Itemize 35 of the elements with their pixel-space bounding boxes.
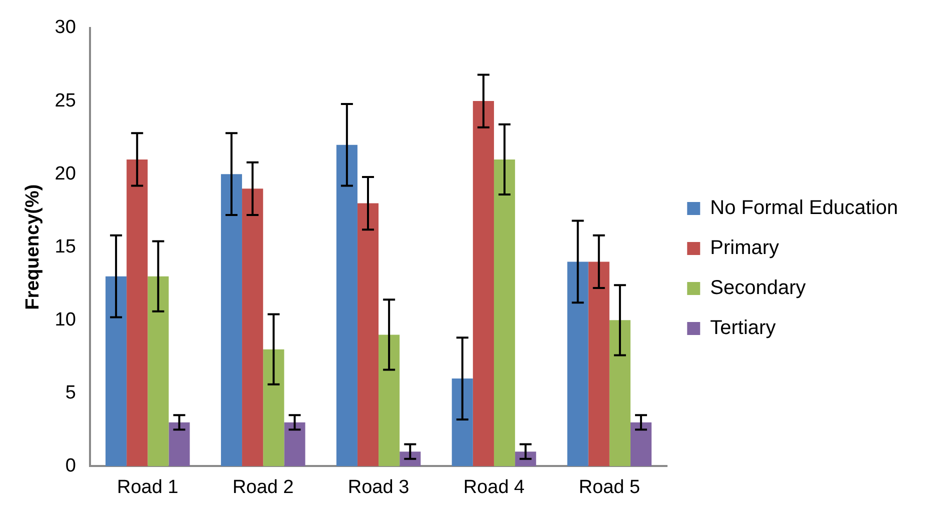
bar: [472, 101, 494, 466]
legend-label: Primary: [710, 237, 780, 260]
bar: [378, 334, 400, 466]
bar: [609, 320, 630, 466]
bar: [106, 276, 127, 466]
y-tick-label: 30: [54, 17, 76, 38]
bar: [567, 262, 588, 466]
bar: [126, 159, 148, 466]
bar: [630, 422, 652, 466]
legend-label: No Formal Education: [710, 197, 898, 220]
bar: [284, 422, 306, 466]
bar: [357, 203, 379, 466]
y-tick-label: 20: [54, 163, 76, 184]
y-tick-label: 5: [65, 382, 76, 404]
x-tick-label: Road 2: [232, 476, 294, 498]
bar: [494, 159, 516, 466]
bar: [168, 422, 190, 466]
y-tick-label: 10: [54, 309, 76, 330]
x-tick-label: Road 5: [578, 476, 640, 498]
bar: [263, 349, 284, 466]
bar: [452, 378, 473, 466]
y-tick-label: 0: [65, 455, 76, 476]
y-tick-label: 25: [54, 90, 76, 112]
bar: [588, 262, 610, 466]
bar: [336, 144, 358, 466]
y-tick-label: 15: [54, 236, 76, 258]
legend-label: Tertiary: [710, 317, 776, 340]
x-tick-label: Road 3: [348, 476, 410, 498]
bar: [242, 188, 264, 466]
legend-label: Secondary: [710, 277, 806, 300]
y-axis-title: Frequency(%): [22, 184, 44, 310]
x-tick-label: Road 1: [117, 476, 178, 498]
x-tick-label: Road 4: [463, 476, 526, 498]
bar: [220, 174, 242, 466]
bar: [148, 276, 169, 466]
